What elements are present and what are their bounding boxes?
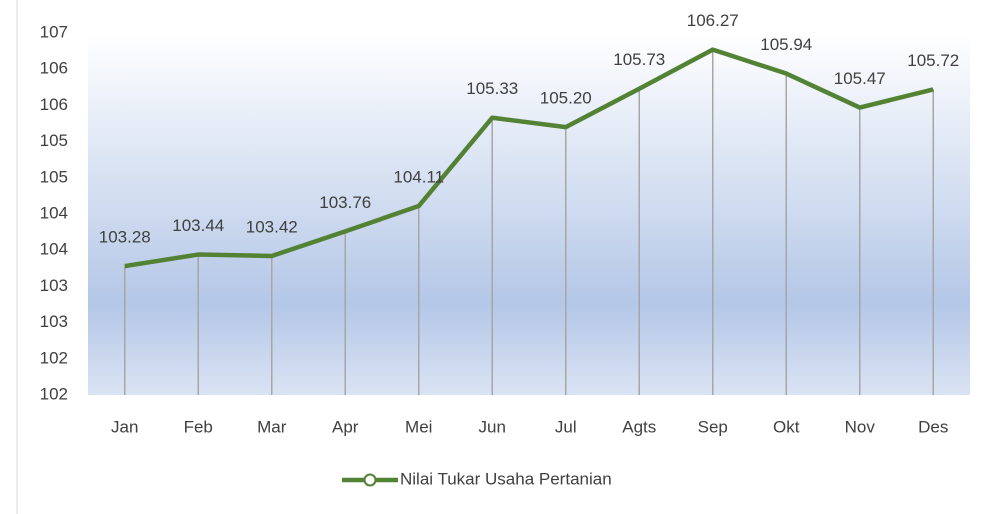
x-tick-label: Jul bbox=[555, 417, 577, 436]
x-tick-label: Apr bbox=[332, 417, 359, 436]
x-tick-label: Mar bbox=[257, 417, 287, 436]
y-tick-label: 104 bbox=[40, 203, 68, 222]
legend-marker bbox=[363, 473, 377, 487]
y-tick-label: 106 bbox=[40, 95, 68, 114]
plot-area bbox=[88, 33, 970, 395]
data-label: 104.11 bbox=[393, 168, 444, 187]
y-tick-label: 107 bbox=[40, 22, 68, 41]
y-tick-label: 102 bbox=[40, 348, 68, 367]
x-tick-label: Des bbox=[918, 417, 948, 436]
data-label: 105.33 bbox=[466, 79, 518, 98]
series-line bbox=[124, 47, 934, 269]
data-label: 103.44 bbox=[172, 216, 224, 235]
data-label: 105.20 bbox=[540, 89, 592, 108]
x-tick-label: Okt bbox=[773, 417, 800, 436]
y-tick-label: 105 bbox=[40, 167, 68, 186]
x-tick-label: Feb bbox=[184, 417, 213, 436]
x-tick-label: Sep bbox=[698, 417, 728, 436]
x-tick-label: Jun bbox=[479, 417, 506, 436]
y-tick-label: 103 bbox=[40, 276, 68, 295]
data-label: 103.76 bbox=[319, 193, 371, 212]
legend-label: Nilai Tukar Usaha Pertanian bbox=[400, 469, 612, 488]
data-label: 105.94 bbox=[760, 35, 812, 54]
data-label: 105.47 bbox=[834, 69, 886, 88]
x-tick-label: Agts bbox=[622, 417, 656, 436]
x-tick-label: Jan bbox=[111, 417, 138, 436]
y-tick-label: 104 bbox=[40, 240, 68, 259]
x-tick-label: Mei bbox=[405, 417, 432, 436]
data-label: 106.27 bbox=[687, 11, 739, 30]
data-label: 105.72 bbox=[907, 51, 959, 70]
data-label: 105.73 bbox=[613, 50, 665, 69]
data-label: 103.42 bbox=[246, 217, 298, 236]
x-tick-label: Nov bbox=[845, 417, 876, 436]
y-tick-label: 103 bbox=[40, 312, 68, 331]
y-tick-label: 106 bbox=[40, 59, 68, 78]
data-label: 103.28 bbox=[99, 228, 151, 247]
y-tick-label: 105 bbox=[40, 131, 68, 150]
y-tick-label: 102 bbox=[40, 384, 68, 403]
